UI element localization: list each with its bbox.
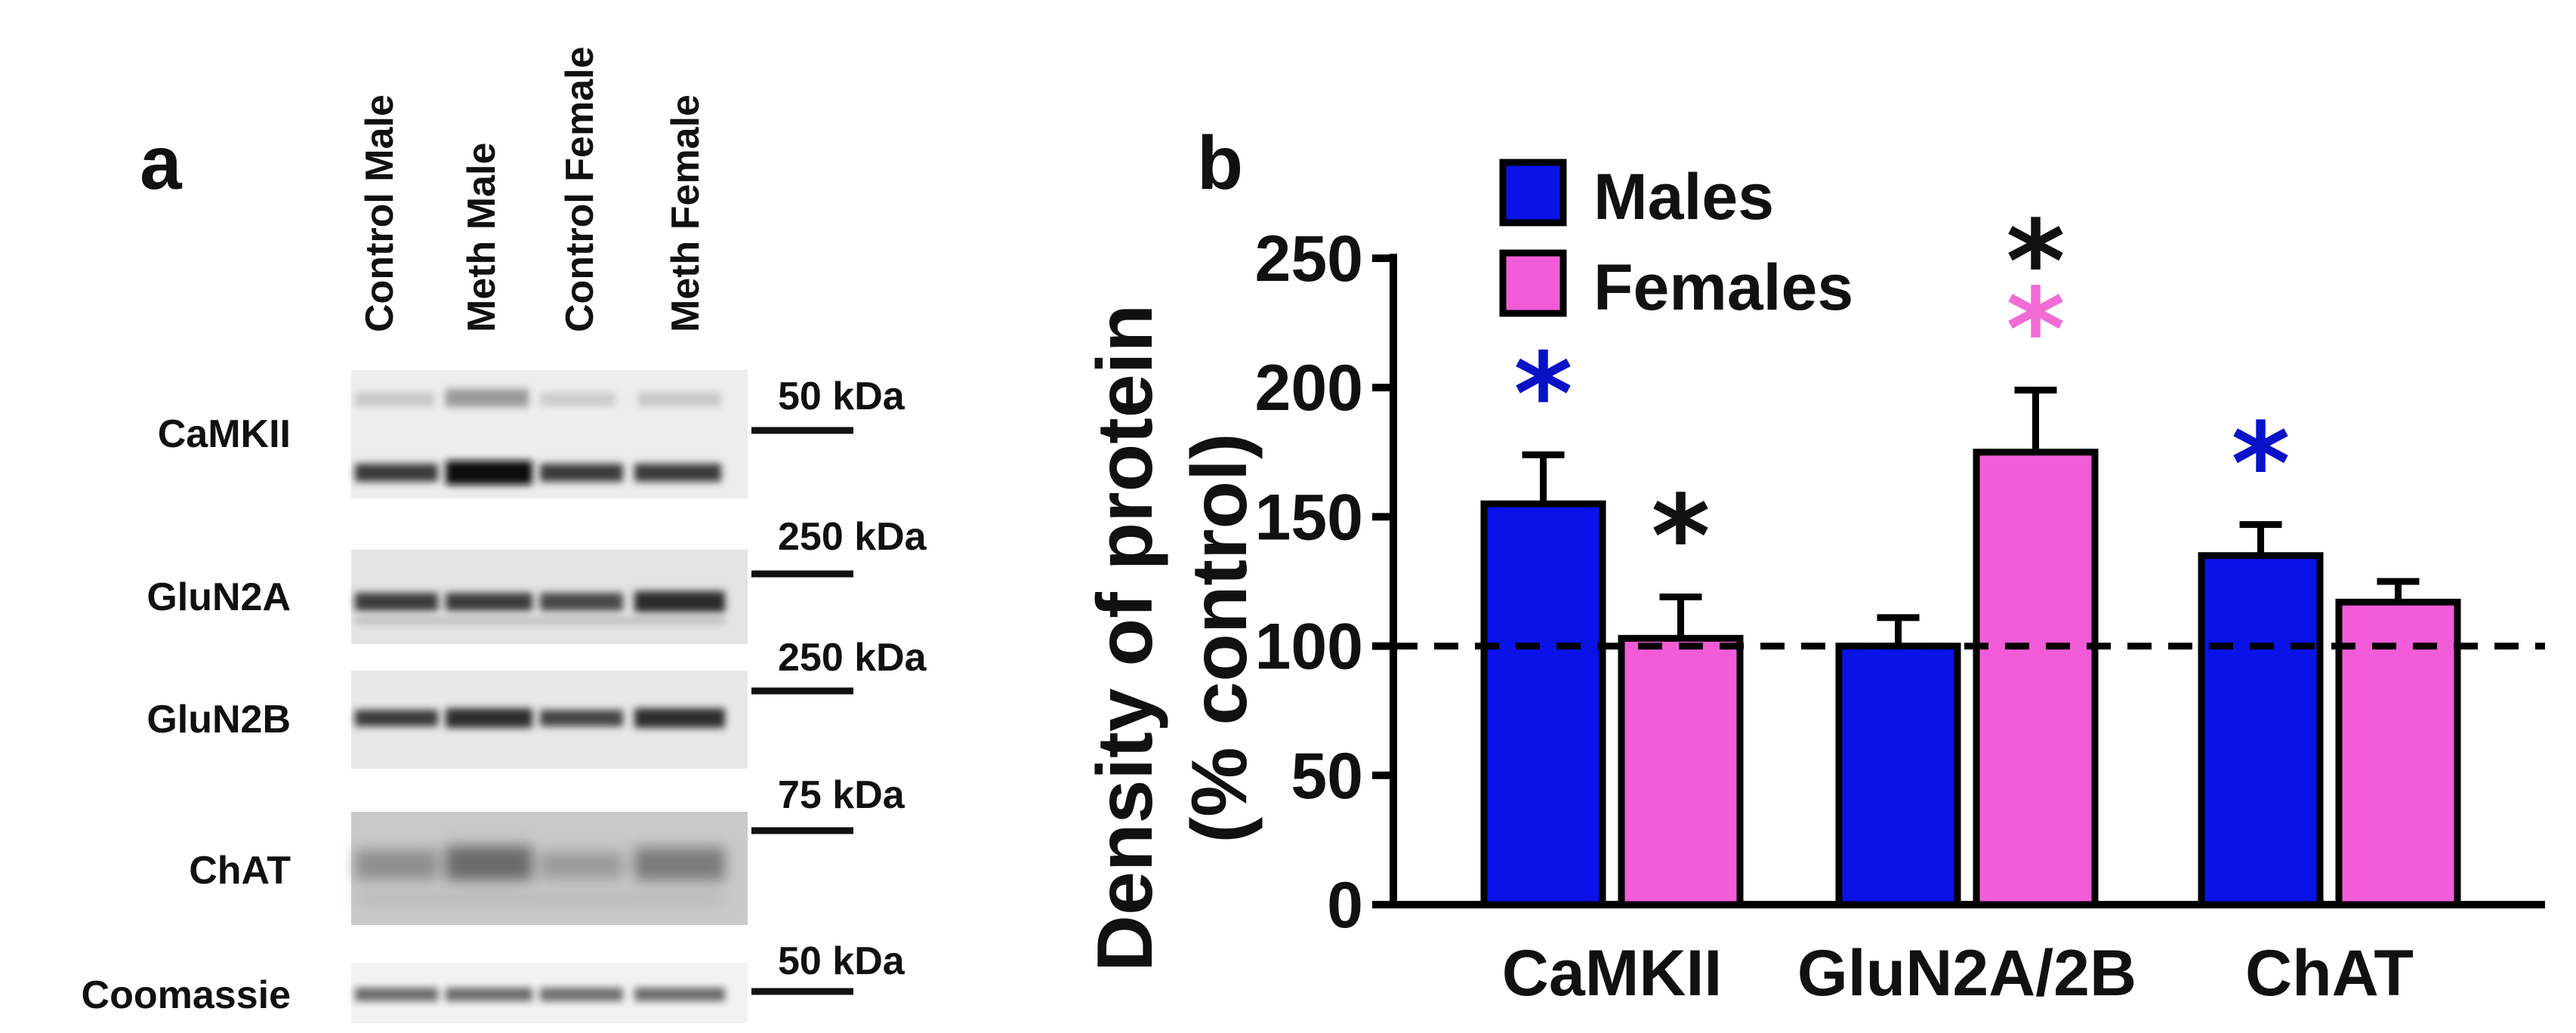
bar-males: [1835, 643, 1961, 908]
blot-strip-chat: [351, 812, 748, 925]
legend-swatch-males: [1499, 159, 1567, 227]
x-tick-label: GluN2A/2B: [1797, 937, 2136, 1010]
legend: Males Females: [1499, 159, 1853, 324]
blot-label-glun2a: GluN2A: [147, 575, 291, 619]
x-tick-label: ChAT: [2245, 937, 2414, 1010]
bar-females: [1973, 449, 2099, 908]
bar-males: [1480, 500, 1606, 908]
mw-label-glun2b: 250 kDa: [778, 636, 927, 680]
x-tick-label: CaMKII: [1502, 937, 1722, 1010]
y-tick-label: 200: [1255, 352, 1364, 424]
blot-label-camkii: CaMKII: [158, 412, 291, 456]
mw-label-chat: 75 kDa: [778, 773, 905, 817]
significance-marker: *: [2006, 197, 2065, 328]
blot-strip-glun2a: [351, 550, 748, 644]
blot-label-chat: ChAT: [189, 849, 291, 893]
lane-label-meth-male: Meth Male: [460, 143, 504, 332]
y-axis-label-units: (% control): [1176, 433, 1263, 843]
legend-swatch-females: [1499, 249, 1567, 317]
western-blot-panel: a Control Male Meth Male Control Female …: [82, 47, 927, 1023]
lane-labels: Control Male Meth Male Control Female Me…: [358, 47, 708, 333]
panel-a-label: a: [140, 121, 183, 205]
y-tick-label: 50: [1291, 740, 1363, 813]
y-tick-label: 150: [1255, 481, 1364, 554]
mw-markers: [751, 427, 853, 995]
y-tick-label: 250: [1255, 223, 1364, 295]
lane-label-control-female: Control Female: [558, 47, 602, 333]
lane-label-control-male: Control Male: [358, 94, 402, 332]
blot-strip-coomassie: [351, 963, 748, 1023]
blot-label-coomassie: Coomassie: [82, 973, 291, 1017]
bar-females: [1618, 634, 1744, 908]
significance-marker: *: [2006, 265, 2065, 396]
significance-marker: *: [1651, 472, 1710, 603]
bar-females: [2335, 598, 2461, 908]
y-tick-label: 0: [1327, 869, 1363, 942]
blot-label-glun2b: GluN2B: [147, 698, 291, 742]
mw-label-glun2a: 250 kDa: [778, 515, 927, 559]
mw-label-camkii: 50 kDa: [778, 375, 905, 418]
significance-marker: *: [1513, 329, 1572, 461]
panel-b-label: b: [1197, 121, 1243, 205]
mw-label-coomassie: 50 kDa: [778, 939, 905, 983]
legend-label-males: Males: [1593, 161, 1774, 233]
y-axis-label: Density of protein: [1081, 304, 1169, 972]
legend-label-females: Females: [1593, 251, 1853, 324]
y-tick-label: 100: [1255, 611, 1364, 683]
blot-strip-camkii: [351, 370, 748, 498]
significance-marker: *: [2231, 399, 2290, 531]
bar-males: [2198, 552, 2324, 908]
lane-label-meth-female: Meth Female: [664, 94, 708, 332]
blot-strip-glun2b: [351, 671, 748, 769]
